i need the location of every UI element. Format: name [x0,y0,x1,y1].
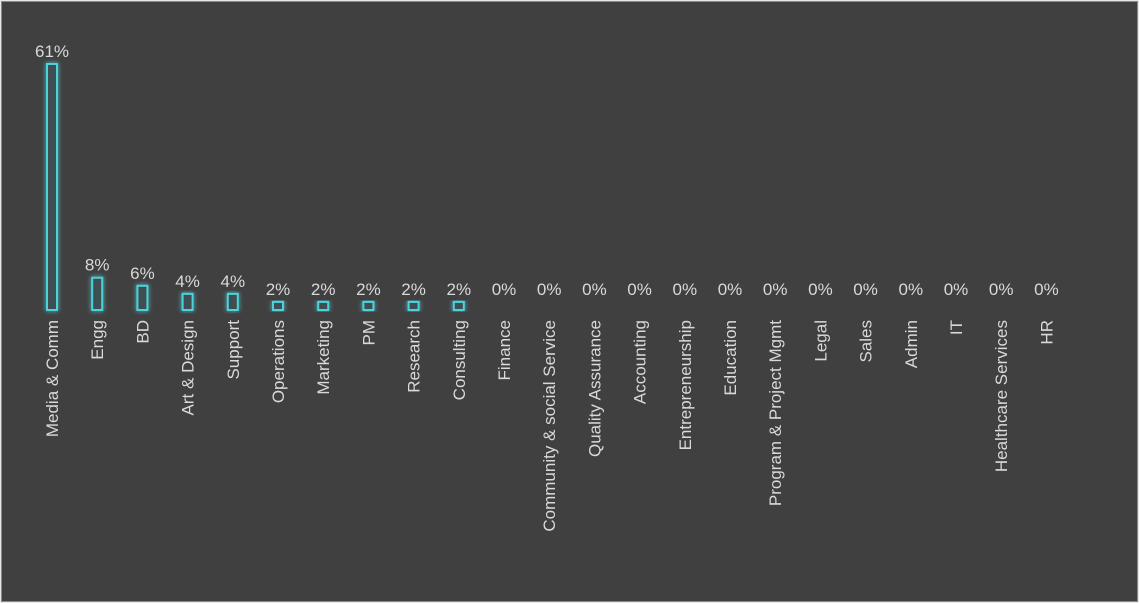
category-label-20: IT [947,320,966,335]
category-label-8: Research [405,320,424,393]
category-label-14: Entrepreneurship [676,320,695,450]
data-label-0: 61% [35,42,69,61]
category-label-4: Support [224,320,243,380]
data-label-13: 0% [627,280,652,299]
bar-1 [91,276,104,311]
bar-0 [46,63,58,311]
data-label-11: 0% [537,280,562,299]
category-label-11: Community & social Service [540,320,559,532]
data-label-3: 4% [175,272,200,291]
data-label-16: 0% [763,280,788,299]
data-label-9: 2% [447,280,472,299]
category-label-22: HR [1037,320,1056,345]
data-label-1: 8% [85,256,110,275]
bar-9 [452,300,465,311]
bar-3 [181,292,194,312]
bar-8 [407,300,420,311]
category-label-17: Legal [811,320,830,362]
data-label-21: 0% [989,280,1014,299]
data-label-7: 2% [356,280,381,299]
data-label-20: 0% [944,280,969,299]
bars [46,63,465,312]
category-label-21: Healthcare Services [992,320,1011,472]
category-label-15: Education [721,320,740,396]
category-label-10: Finance [495,320,514,380]
data-label-2: 6% [130,264,155,283]
category-label-6: Marketing [314,320,333,395]
bar-6 [317,300,330,311]
category-label-3: Art & Design [179,320,198,415]
category-label-2: BD [133,320,152,344]
data-label-10: 0% [492,280,517,299]
category-labels: Media & Comm Engg BD Art & Design Support Ope… [43,320,1056,532]
category-label-16: Program & Project Mgmt [766,320,785,506]
data-label-22: 0% [1034,280,1059,299]
category-label-12: Quality Assurance [585,320,604,457]
data-label-12: 0% [582,280,607,299]
data-label-8: 2% [401,280,426,299]
data-label-4: 4% [221,272,246,291]
data-label-14: 0% [673,280,698,299]
bar-4 [226,292,239,312]
category-label-1: Engg [88,320,107,360]
category-label-5: Operations [269,320,288,403]
data-labels: 61% 8% 6% 4% 4% 2% 2% 2% 2% 2% 0% 0% 0% 0% 0% 0% 0% 0% 0% 0… [35,42,1059,299]
category-label-19: Admin [902,320,921,368]
data-label-6: 2% [311,280,336,299]
bar-7 [362,300,375,311]
data-label-17: 0% [808,280,833,299]
bar-5 [272,300,284,311]
data-label-15: 0% [718,280,743,299]
bar-2 [136,284,149,312]
category-label-0: Media & Comm [43,320,62,437]
category-label-13: Accounting [631,320,650,404]
data-label-19: 0% [899,280,924,299]
category-label-9: Consulting [450,320,469,400]
data-label-5: 2% [266,280,291,299]
category-label-18: Sales [857,320,876,363]
category-label-7: PM [359,320,378,346]
data-label-18: 0% [853,280,878,299]
